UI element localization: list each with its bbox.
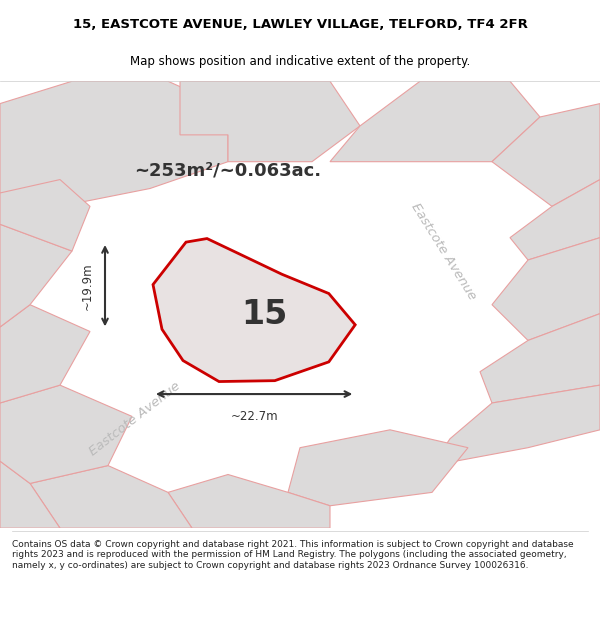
Text: 15: 15 (241, 298, 287, 331)
Polygon shape (492, 104, 600, 206)
Text: Eastcote Avenue: Eastcote Avenue (409, 200, 479, 302)
Polygon shape (510, 179, 600, 260)
Polygon shape (330, 81, 540, 162)
Text: Map shows position and indicative extent of the property.: Map shows position and indicative extent… (130, 55, 470, 68)
Polygon shape (0, 224, 72, 327)
Polygon shape (288, 430, 468, 506)
Text: 15, EASTCOTE AVENUE, LAWLEY VILLAGE, TELFORD, TF4 2FR: 15, EASTCOTE AVENUE, LAWLEY VILLAGE, TEL… (73, 18, 527, 31)
Polygon shape (492, 238, 600, 341)
Polygon shape (168, 474, 330, 528)
Text: ~19.9m: ~19.9m (81, 262, 94, 309)
Polygon shape (0, 461, 60, 528)
Polygon shape (480, 314, 600, 403)
Polygon shape (0, 304, 90, 403)
Text: ~253m²/~0.063ac.: ~253m²/~0.063ac. (134, 162, 322, 179)
Text: Contains OS data © Crown copyright and database right 2021. This information is : Contains OS data © Crown copyright and d… (12, 540, 574, 569)
Polygon shape (30, 466, 192, 528)
Text: ~22.7m: ~22.7m (230, 410, 278, 422)
Polygon shape (0, 81, 228, 206)
Polygon shape (153, 239, 355, 381)
Polygon shape (0, 385, 132, 484)
Polygon shape (180, 81, 360, 162)
Polygon shape (0, 179, 90, 251)
Polygon shape (432, 385, 600, 466)
Text: Eastcote Avenue: Eastcote Avenue (87, 379, 183, 458)
